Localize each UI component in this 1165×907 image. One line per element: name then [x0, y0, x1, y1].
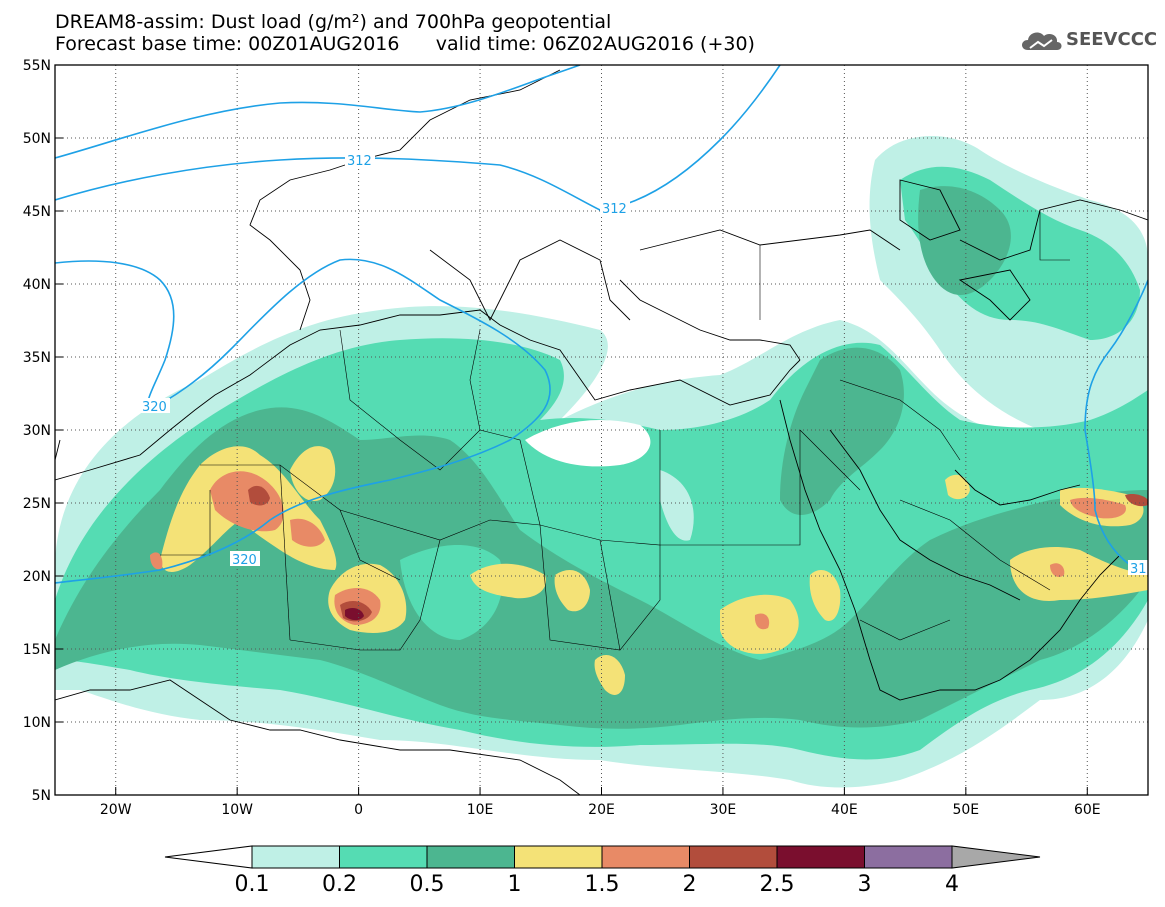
colorbar-swatch — [514, 845, 603, 869]
coastlines — [55, 69, 1148, 795]
colorbar-level-label: 4 — [945, 872, 959, 897]
lon-tick-label: 50E — [952, 802, 979, 818]
latitude-axis: 55N 50N 45N 40N 35N 30N 25N 20N 15N 10N 5N — [23, 58, 63, 804]
cloud-icon — [1022, 32, 1062, 50]
colorbar-under-triangle — [164, 845, 253, 869]
lat-tick-label: 35N — [23, 350, 51, 366]
country-borders — [160, 210, 1070, 651]
dust-level-2.5 — [345, 608, 364, 621]
lat-tick-label: 10N — [23, 715, 51, 731]
colorbar-level-label: 2.5 — [759, 872, 795, 897]
colorbar-swatch — [251, 845, 340, 869]
lat-tick-label: 25N — [23, 496, 51, 512]
seevccc-logo: SEEVCCC — [1018, 26, 1158, 56]
lat-tick-label: 55N — [23, 58, 51, 74]
lat-tick-label: 15N — [23, 642, 51, 658]
geopotential-contours — [55, 65, 1148, 584]
contour-label-312b: 312 — [602, 202, 627, 217]
lon-tick-label: 20E — [588, 802, 615, 818]
lon-tick-label: 10W — [221, 802, 253, 818]
colorbar-swatch — [864, 845, 953, 869]
lat-tick-label: 30N — [23, 423, 51, 439]
lon-tick-label: 20W — [100, 802, 132, 818]
colorbar-level-label: 0.5 — [409, 872, 445, 897]
lat-tick-label: 45N — [23, 204, 51, 220]
lat-tick-label: 40N — [23, 277, 51, 293]
lon-tick-label: 60E — [1074, 802, 1101, 818]
colorbar-level-label: 0.1 — [234, 872, 270, 897]
contour-label-320: 320 — [142, 400, 167, 415]
colorbar-over-triangle — [951, 845, 1041, 869]
logo-text: SEEVCCC — [1066, 29, 1158, 50]
graticule — [55, 65, 1148, 795]
contour-labels: 312 312 320 320 31 — [140, 152, 1148, 577]
colorbar-swatch — [339, 845, 428, 869]
colorbar-swatch — [776, 845, 865, 869]
map-title-line2: Forecast base time: 00Z01AUG2016 valid t… — [55, 33, 755, 55]
lat-tick-label: 50N — [23, 131, 51, 147]
colorbar-level-label: 1.5 — [584, 872, 620, 897]
longitude-axis: 20W 10W 0 10E 20E 30E 40E 50E 60E — [100, 787, 1101, 818]
contour-label-31: 31 — [1130, 562, 1147, 577]
colorbar-level-label: 3 — [857, 872, 872, 897]
contour-label-320b: 320 — [232, 553, 257, 568]
lon-tick-label: 40E — [831, 802, 858, 818]
colorbar-level-label: 0.2 — [322, 872, 357, 897]
contour-label-312: 312 — [347, 154, 372, 169]
colorbar — [164, 845, 1041, 869]
colorbar-level-label: 2 — [682, 872, 697, 897]
lon-tick-label: 0 — [354, 802, 363, 818]
lat-tick-label: 20N — [23, 569, 51, 585]
map-title-line1: DREAM8-assim: Dust load (g/m²) and 700hP… — [55, 11, 612, 33]
colorbar-level-label: 1 — [507, 872, 522, 897]
colorbar-swatch — [426, 845, 515, 869]
colorbar-swatch — [689, 845, 778, 869]
lon-tick-label: 30E — [710, 802, 737, 818]
colorbar-swatch — [601, 845, 690, 869]
lat-tick-label: 5N — [32, 788, 51, 804]
lon-tick-label: 10E — [467, 802, 494, 818]
